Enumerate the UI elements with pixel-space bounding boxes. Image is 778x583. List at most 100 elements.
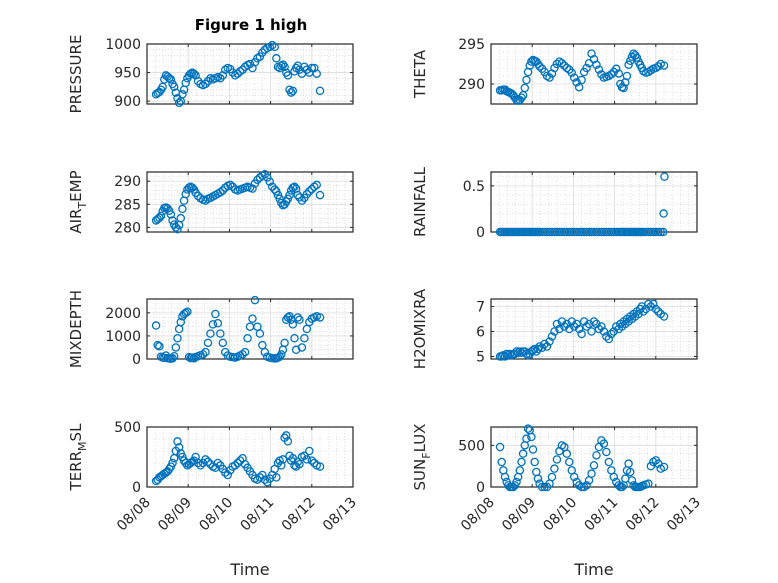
series-points xyxy=(495,424,669,492)
data-point xyxy=(639,307,648,316)
x-tick-label: 08/09 xyxy=(155,495,195,535)
data-point xyxy=(278,455,288,464)
data-point xyxy=(189,69,199,78)
data-point xyxy=(230,461,240,470)
data-point xyxy=(517,457,526,467)
data-point xyxy=(198,350,208,359)
data-point xyxy=(283,437,293,446)
x-tick-label: 08/11 xyxy=(238,495,278,535)
data-point xyxy=(178,204,187,214)
data-point xyxy=(527,432,536,442)
data-point xyxy=(174,98,184,108)
data-point xyxy=(300,333,309,343)
data-point xyxy=(547,332,557,341)
axes-box xyxy=(146,426,354,488)
y-tick-label: 0 xyxy=(132,352,141,368)
data-point xyxy=(312,69,321,78)
data-point xyxy=(216,188,225,197)
data-point xyxy=(599,327,609,336)
data-point xyxy=(265,177,275,186)
data-point xyxy=(659,462,669,472)
data-point xyxy=(552,319,562,329)
data-point xyxy=(649,299,658,309)
data-point xyxy=(500,472,510,482)
data-point xyxy=(624,60,633,70)
x-axis-label: Time xyxy=(229,560,269,579)
data-point xyxy=(624,459,633,468)
y-tick-label: 7 xyxy=(476,300,485,316)
data-point xyxy=(540,339,549,349)
subplot-4: 0 1000 2000 MIXDEPTH xyxy=(67,290,354,368)
data-point xyxy=(622,71,632,81)
data-point xyxy=(641,304,651,314)
data-point xyxy=(592,319,601,329)
data-point xyxy=(579,317,589,326)
data-point xyxy=(174,443,184,452)
data-point xyxy=(315,462,325,471)
data-point xyxy=(577,75,586,85)
data-point xyxy=(277,461,286,470)
y-tick-label: 280 xyxy=(114,220,141,236)
data-point xyxy=(630,50,640,60)
data-point xyxy=(522,434,531,443)
data-point xyxy=(528,445,538,454)
data-point xyxy=(255,473,265,482)
data-point xyxy=(208,320,218,329)
data-point xyxy=(587,469,596,478)
data-point xyxy=(280,62,289,72)
data-point xyxy=(522,75,531,85)
data-point xyxy=(166,75,176,84)
data-point xyxy=(651,304,661,314)
data-point xyxy=(223,470,233,480)
data-point xyxy=(307,456,317,465)
data-point xyxy=(644,299,653,309)
subplot-3: 0 0.5 RAINFALL xyxy=(411,166,698,241)
x-axis-label: Time xyxy=(573,560,613,579)
data-point xyxy=(614,69,623,78)
y-tick-label: 2000 xyxy=(105,306,141,322)
data-point xyxy=(533,59,543,69)
y-tick-label: 0 xyxy=(132,480,141,496)
data-point xyxy=(562,319,572,329)
axes-box xyxy=(146,298,354,360)
data-point xyxy=(659,61,669,70)
x-tick-label: 08/12 xyxy=(279,495,319,535)
data-point xyxy=(592,451,601,460)
data-point xyxy=(272,54,281,63)
data-point xyxy=(569,322,579,331)
y-tick-label: 1000 xyxy=(105,329,141,345)
data-point xyxy=(278,60,288,69)
data-point xyxy=(221,468,230,477)
y-tick-label: 6 xyxy=(476,325,485,341)
x-tick-label: 08/10 xyxy=(196,495,236,535)
data-point xyxy=(240,347,250,357)
data-point xyxy=(567,317,577,326)
data-point xyxy=(181,308,190,318)
subplot-0: 900 950 1000 PRESSURE xyxy=(67,35,354,113)
subplot-1: 290 295 THETA xyxy=(411,37,698,106)
axes-box xyxy=(146,171,354,233)
data-point xyxy=(617,482,627,492)
figure-title: Figure 1 high xyxy=(195,16,308,34)
data-point xyxy=(315,86,325,96)
data-point xyxy=(282,431,291,440)
data-point xyxy=(272,473,281,482)
data-point xyxy=(589,461,599,470)
x-tick-label: 08/12 xyxy=(623,495,663,535)
data-point xyxy=(176,213,186,223)
data-point xyxy=(602,447,611,457)
data-point xyxy=(654,307,663,316)
data-point xyxy=(530,457,539,467)
axes-box xyxy=(490,426,698,488)
data-point xyxy=(155,342,164,351)
data-point xyxy=(550,464,559,473)
data-point xyxy=(547,472,557,482)
data-point xyxy=(277,350,286,359)
data-point xyxy=(607,329,616,339)
axes-box xyxy=(146,43,354,105)
data-point xyxy=(181,78,190,88)
data-point xyxy=(260,347,270,357)
data-point xyxy=(659,312,669,321)
data-point xyxy=(533,474,543,483)
data-point xyxy=(609,327,619,336)
